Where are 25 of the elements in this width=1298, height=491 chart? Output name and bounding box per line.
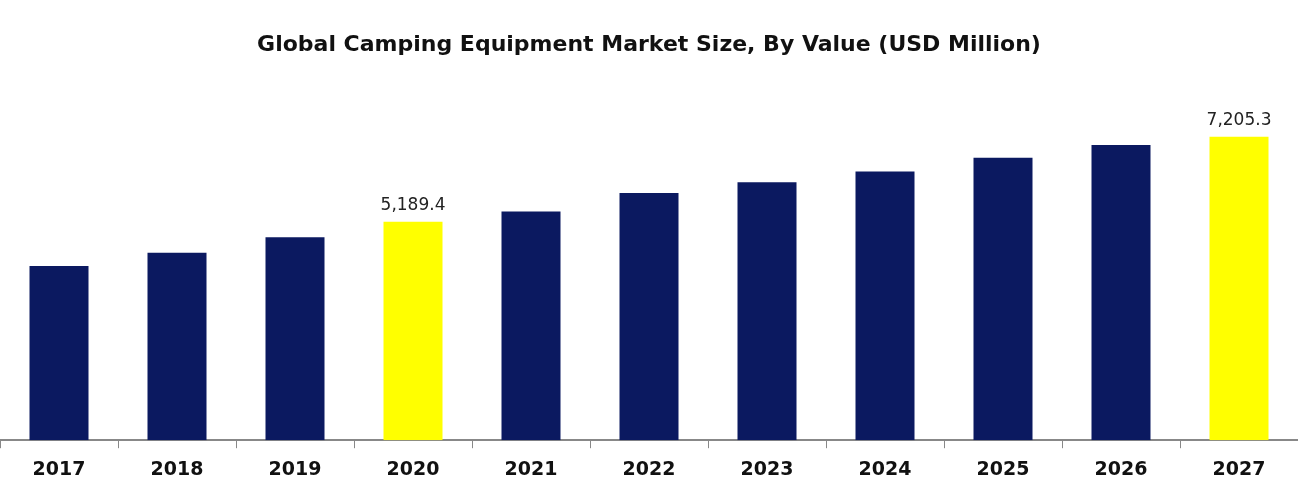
bar: [1209, 136, 1269, 441]
bar: [265, 237, 325, 441]
x-tick-label: 2026: [1094, 456, 1148, 479]
chart-title: Global Camping Equipment Market Size, By Value (USD Million): [257, 30, 1041, 56]
bar: [501, 211, 561, 441]
x-tick-label: 2027: [1212, 456, 1266, 479]
data-label: 7,205.3: [1206, 108, 1272, 129]
x-tick-label: 2023: [740, 456, 794, 479]
x-tick-label: 2018: [150, 456, 204, 479]
x-tick-label: 2019: [268, 456, 322, 479]
bar: [973, 157, 1033, 441]
x-tick-label: 2020: [386, 456, 440, 479]
bar: [737, 182, 797, 441]
bar: [855, 171, 915, 441]
x-tick-label: 2022: [622, 456, 676, 479]
x-tick-label: 2025: [976, 456, 1030, 479]
bar: [29, 265, 89, 441]
bar: [619, 193, 679, 441]
x-tick-label: 2024: [858, 456, 912, 479]
data-label: 5,189.4: [380, 193, 446, 214]
bar: [383, 221, 443, 441]
x-tick-label: 2017: [32, 456, 86, 479]
x-tick-label: 2021: [504, 456, 558, 479]
bar: [147, 252, 207, 441]
bar: [1091, 145, 1151, 441]
